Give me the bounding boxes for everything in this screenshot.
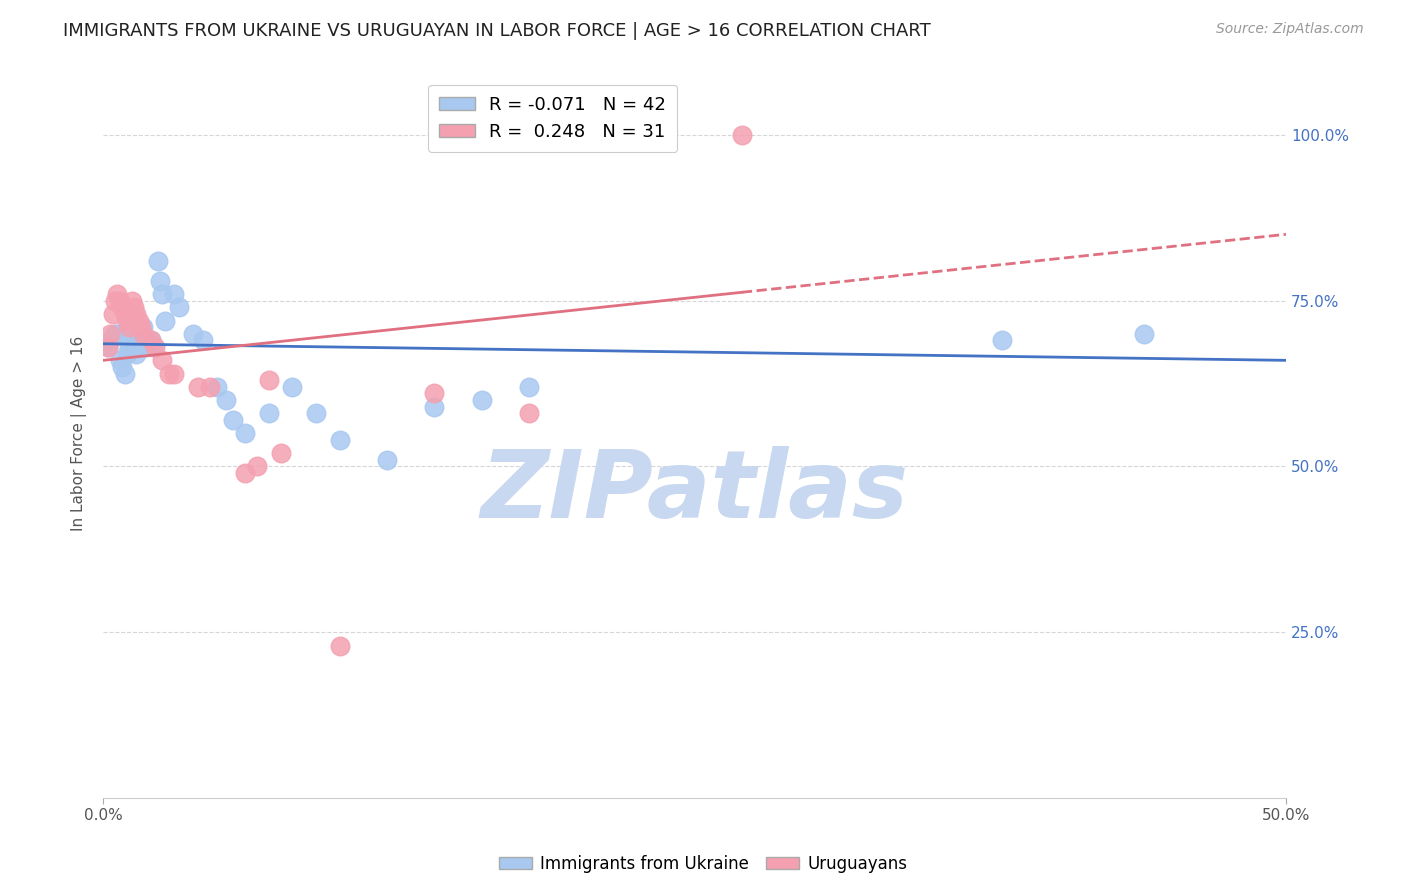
Point (128, 326, 150, 341)
Point (517, 406, 540, 420)
Point (150, 287, 173, 301)
Point (139, 334, 162, 348)
Point (121, 334, 143, 348)
Point (329, 639, 352, 653)
Point (114, 307, 136, 321)
Point (115, 347, 138, 361)
Point (115, 313, 138, 327)
Point (128, 313, 150, 327)
Point (107, 287, 129, 301)
Point (991, 334, 1014, 348)
Point (375, 452, 398, 467)
Point (187, 380, 209, 394)
Point (132, 326, 155, 341)
Point (111, 359, 134, 374)
Point (257, 406, 280, 420)
Point (191, 334, 214, 348)
Point (125, 307, 148, 321)
Text: ZIPatlas: ZIPatlas (481, 446, 908, 538)
Point (305, 406, 328, 420)
Point (114, 367, 136, 381)
Point (132, 320, 155, 334)
Point (139, 334, 162, 348)
Point (121, 293, 143, 308)
Point (142, 340, 165, 354)
Point (122, 300, 145, 314)
Point (108, 353, 131, 368)
Point (257, 373, 280, 387)
Point (423, 386, 446, 401)
Point (246, 459, 269, 474)
Point (181, 326, 204, 341)
Point (167, 300, 190, 314)
Point (122, 340, 145, 354)
Text: IMMIGRANTS FROM UKRAINE VS URUGUAYAN IN LABOR FORCE | AGE > 16 CORRELATION CHART: IMMIGRANTS FROM UKRAINE VS URUGUAYAN IN … (63, 22, 931, 40)
Point (118, 340, 141, 354)
Text: Source: ZipAtlas.com: Source: ZipAtlas.com (1216, 22, 1364, 37)
Point (104, 326, 127, 341)
Point (1133, 326, 1156, 341)
Point (281, 380, 304, 394)
Y-axis label: In Labor Force | Age > 16: In Labor Force | Age > 16 (72, 335, 87, 531)
Point (101, 307, 124, 321)
Point (146, 253, 169, 268)
Point (329, 433, 352, 447)
Point (125, 347, 148, 361)
Point (149, 274, 172, 288)
Legend: R = -0.071   N = 42, R =  0.248   N = 31: R = -0.071 N = 42, R = 0.248 N = 31 (427, 85, 678, 152)
Point (517, 380, 540, 394)
Point (97, 340, 120, 354)
Point (111, 300, 134, 314)
Point (98, 326, 121, 341)
Point (471, 393, 494, 408)
Point (423, 400, 446, 414)
Point (118, 320, 141, 334)
Point (215, 393, 238, 408)
Point (129, 340, 152, 354)
Point (233, 426, 256, 441)
Point (104, 293, 127, 308)
Point (150, 353, 173, 368)
Point (107, 326, 129, 341)
Point (731, 128, 754, 142)
Point (143, 340, 166, 354)
Point (205, 380, 228, 394)
Legend: Immigrants from Ukraine, Uruguayans: Immigrants from Ukraine, Uruguayans (492, 848, 914, 880)
Point (222, 413, 245, 427)
Point (101, 330, 124, 344)
Point (135, 340, 157, 354)
Point (270, 446, 292, 460)
Point (98, 334, 121, 348)
Point (163, 287, 186, 301)
Point (159, 367, 181, 381)
Point (136, 334, 159, 348)
Point (97, 340, 120, 354)
Point (163, 367, 186, 381)
Point (233, 466, 256, 480)
Point (129, 320, 152, 334)
Point (153, 313, 176, 327)
Point (108, 293, 131, 308)
Point (198, 380, 221, 394)
